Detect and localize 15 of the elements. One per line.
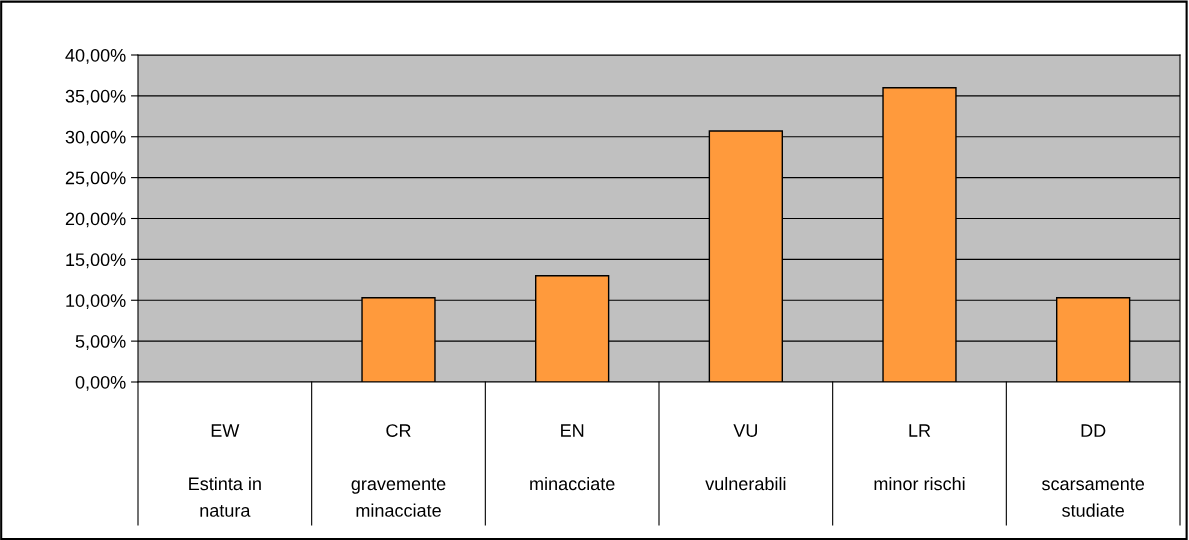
- category-label: LR minor rischi: [874, 424, 965, 491]
- category-label: EW Estinta in natura: [189, 424, 261, 517]
- category-label: VU vulnerabili: [705, 424, 786, 491]
- y-tick-label: 30,00%: [65, 130, 126, 146]
- category-label: EN minacciate: [530, 424, 615, 491]
- y-tick-label: 40,00%: [65, 48, 126, 64]
- category-label: DD scarsamente studiate: [1041, 424, 1145, 517]
- y-tick-label: 5,00%: [75, 335, 126, 350]
- y-tick-label: 10,00%: [66, 294, 126, 310]
- y-tick-label: 20,00%: [65, 212, 126, 228]
- y-tick-label: 0,00%: [75, 375, 126, 391]
- y-tick-label: 35,00%: [65, 89, 126, 105]
- category-label: CR gravemente minacciate: [351, 424, 446, 517]
- y-tick-label: 15,00%: [66, 253, 126, 269]
- y-tick-label: 25,00%: [65, 171, 126, 187]
